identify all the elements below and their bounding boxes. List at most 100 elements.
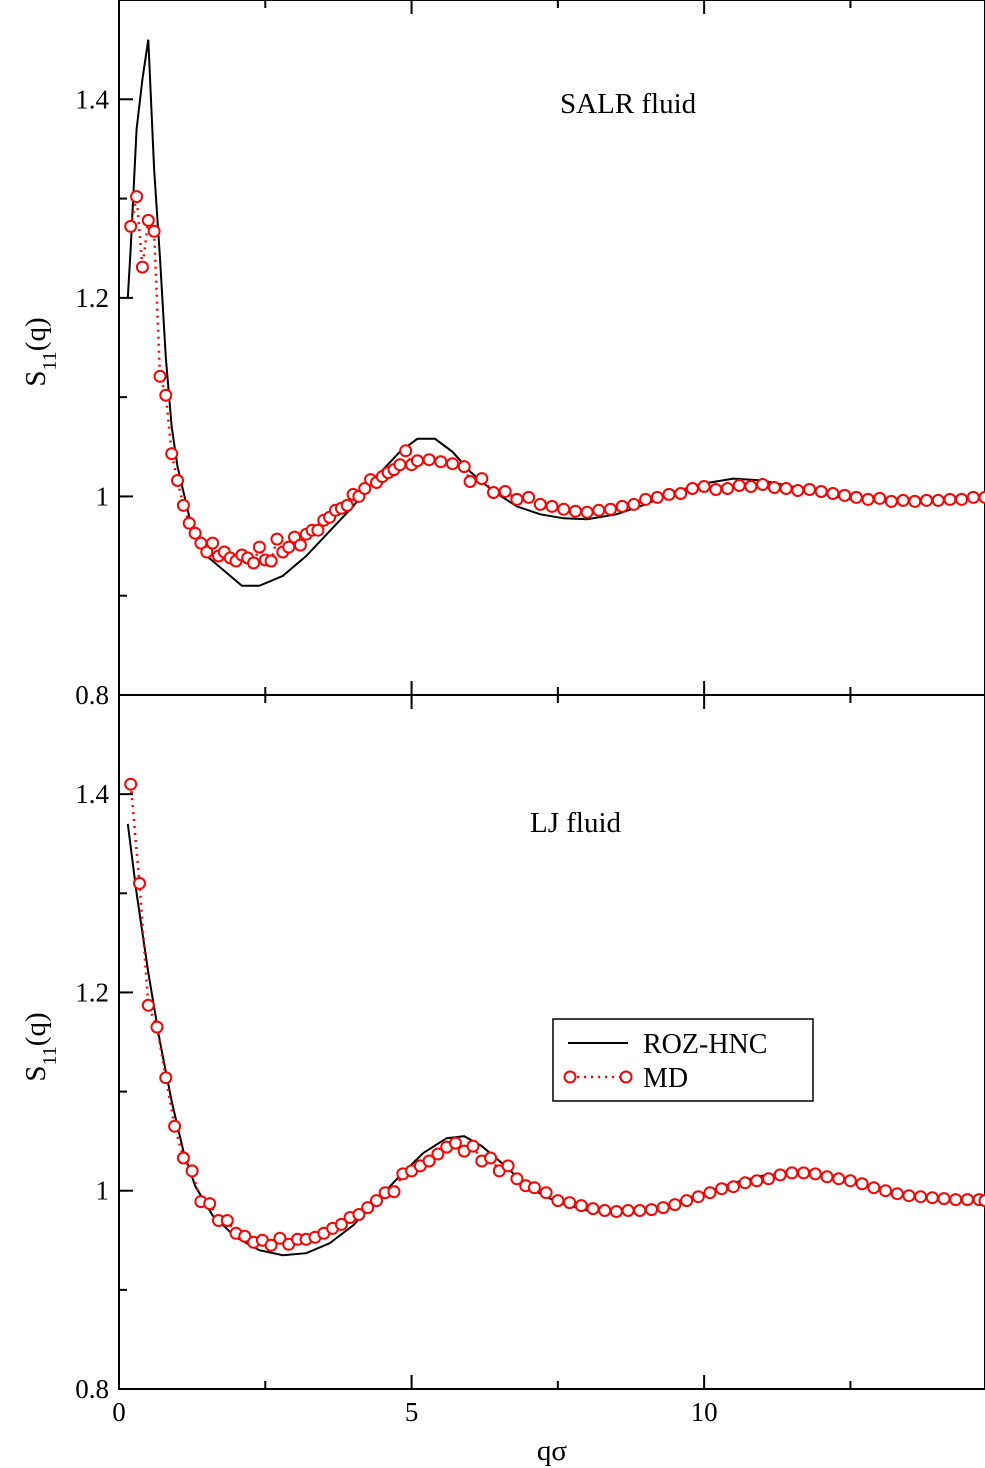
top-md-point [664,489,675,500]
bottom-md-point [903,1190,914,1201]
bottom-md-point [669,1199,680,1210]
bottom-md-point [187,1165,198,1176]
top-y-axis-title-rest: (q) [20,317,52,351]
bottom-md-point [588,1203,599,1214]
top-y-tick-label: 1.2 [75,283,109,313]
top-md-point [933,495,944,506]
bottom-md-point [705,1187,716,1198]
bottom-md-point [222,1215,233,1226]
bottom-md-point [623,1205,634,1216]
top-series [125,40,985,586]
bottom-y-axis-title-rest: (q) [20,1012,52,1046]
top-md-point [412,455,423,466]
legend: ROZ-HNC MD [553,1019,813,1101]
top-md-point [570,506,581,517]
bottom-panel-frame [119,695,985,1389]
top-md-point [547,501,558,512]
top-md-point [617,501,628,512]
top-md-point [745,481,756,492]
top-md-point [851,492,862,503]
top-md-point [149,226,160,237]
top-annotation: SALR fluid [560,88,697,120]
top-y-tick-label: 0.8 [75,680,109,710]
top-md-point [628,499,639,510]
bottom-md-point [389,1186,400,1197]
bottom-y-tick-label: 1 [96,1176,110,1206]
top-md-point [447,458,458,469]
top-md-point [172,475,183,486]
x-axis-title: qσ [537,1435,568,1467]
top-md-point [535,499,546,510]
top-md-point [909,496,920,507]
legend-md-marker-left [565,1072,576,1083]
bottom-md-point [204,1198,215,1209]
top-md-point [734,480,745,491]
bottom-md-point [822,1171,833,1182]
top-md-point [459,461,470,472]
bottom-md-point [880,1185,891,1196]
top-md-point [131,191,142,202]
bottom-md-point [152,1022,163,1033]
bottom-md-point [576,1200,587,1211]
bottom-md-point [693,1191,704,1202]
bottom-md-point [160,1072,171,1083]
top-panel-frame [119,0,985,695]
top-md-point [886,496,897,507]
top-md-point [687,483,698,494]
top-md-point [769,482,780,493]
top-md-point [143,215,154,226]
bottom-md-point [751,1175,762,1186]
bottom-x-tick-label: 0 [112,1397,126,1427]
bottom-series-md-dotted-line [131,784,985,1245]
bottom-md-point [599,1205,610,1216]
bottom-md-point [658,1202,669,1213]
bottom-md-point [646,1204,657,1215]
bottom-y-tick-label: 1.2 [75,977,109,1007]
bottom-md-point [939,1193,950,1204]
top-y-tick-label: 1.4 [75,84,109,114]
top-md-point [944,494,955,505]
bottom-md-point [564,1197,575,1208]
bottom-md-point [169,1121,180,1132]
bottom-md-point [798,1167,809,1178]
top-md-point [652,492,663,503]
bottom-md-point [681,1195,692,1206]
top-md-point [863,494,874,505]
bottom-md-point [786,1167,797,1178]
bottom-md-point [468,1141,479,1152]
top-md-point [722,483,733,494]
top-y-axis-title-sub: 11 [39,351,61,370]
top-md-point [874,493,885,504]
bottom-md-point [892,1188,903,1199]
bottom-md-point [611,1206,622,1217]
top-md-point [898,495,909,506]
top-md-point [295,540,306,551]
top-md-point [827,488,838,499]
top-md-point [699,481,710,492]
bottom-md-point [529,1182,540,1193]
top-md-point [155,371,166,382]
top-md-point [710,484,721,495]
bottom-md-point [134,878,145,889]
bottom-md-point [143,1000,154,1011]
top-md-point [125,221,136,232]
bottom-md-point [980,1195,985,1206]
top-md-point [207,538,218,549]
bottom-md-point [740,1177,751,1188]
bottom-y-axis-title-sub: 11 [39,1046,61,1065]
bottom-annotation: LJ fluid [530,807,622,839]
bottom-md-point [125,779,136,790]
top-md-point [266,556,277,567]
bottom-series [125,779,985,1255]
top-md-point [781,483,792,494]
bottom-md-point [927,1192,938,1203]
top-md-point [248,558,259,569]
bottom-md-point [716,1183,727,1194]
top-md-point [435,456,446,467]
top-md-point [640,494,651,505]
top-md-point [342,500,353,511]
top-md-point [465,476,476,487]
top-md-point [160,390,171,401]
top-md-point [582,507,593,518]
top-panel: 0.8 1 1.2 1.4 SALR fluid S11(q) [20,0,985,710]
